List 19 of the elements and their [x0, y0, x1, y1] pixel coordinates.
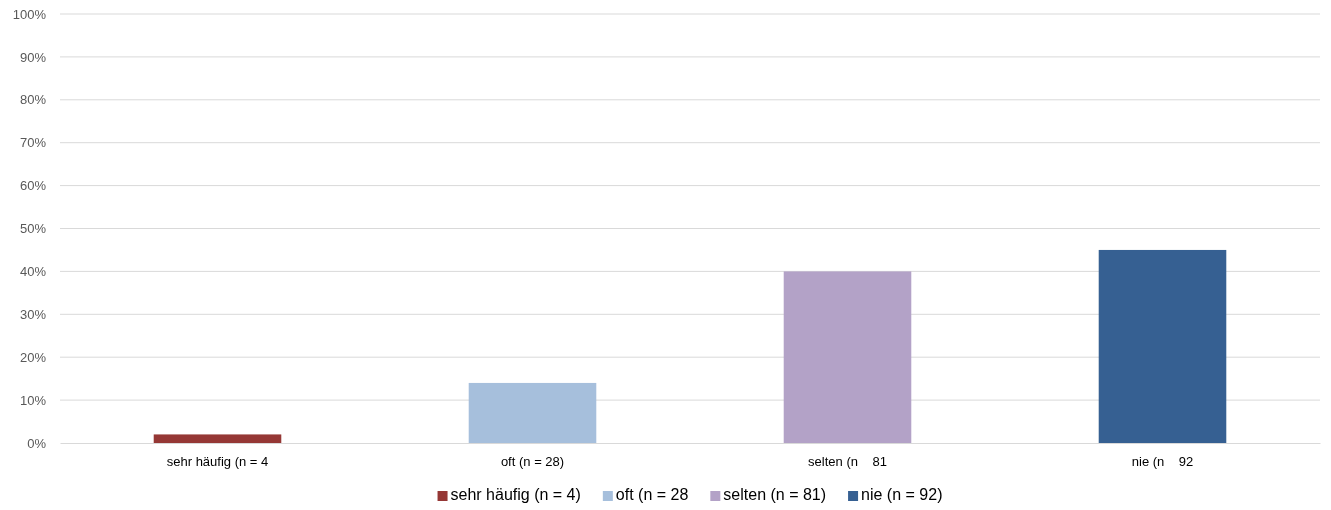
x-tick-label: nie (n 92: [1131, 454, 1194, 470]
x-tick-label: selten (n 81: [808, 454, 887, 470]
y-tick-label: 70%: [19, 135, 47, 151]
legend-label: sehr häufig (n = 4): [450, 486, 581, 503]
y-tick-label: 30%: [19, 306, 47, 322]
legend-label: oft (n = 28: [615, 486, 689, 503]
y-tick-label: 90%: [19, 49, 47, 65]
y-tick-label: 40%: [19, 264, 47, 280]
y-tick-label: 10%: [19, 392, 47, 408]
legend-label: nie (n = 92): [861, 486, 943, 503]
legend-label: selten (n = 81): [723, 486, 827, 503]
y-tick-label: 0%: [27, 435, 47, 451]
y-tick-label: 80%: [19, 92, 47, 108]
x-tick-label: oft (n = 28): [500, 454, 565, 470]
y-tick-label: 50%: [19, 221, 47, 237]
x-tick-label: sehr häufig (n = 4: [166, 454, 269, 470]
y-tick-label: 100%: [12, 6, 47, 22]
y-tick-label: 20%: [19, 349, 47, 365]
y-tick-label: 60%: [19, 178, 47, 194]
